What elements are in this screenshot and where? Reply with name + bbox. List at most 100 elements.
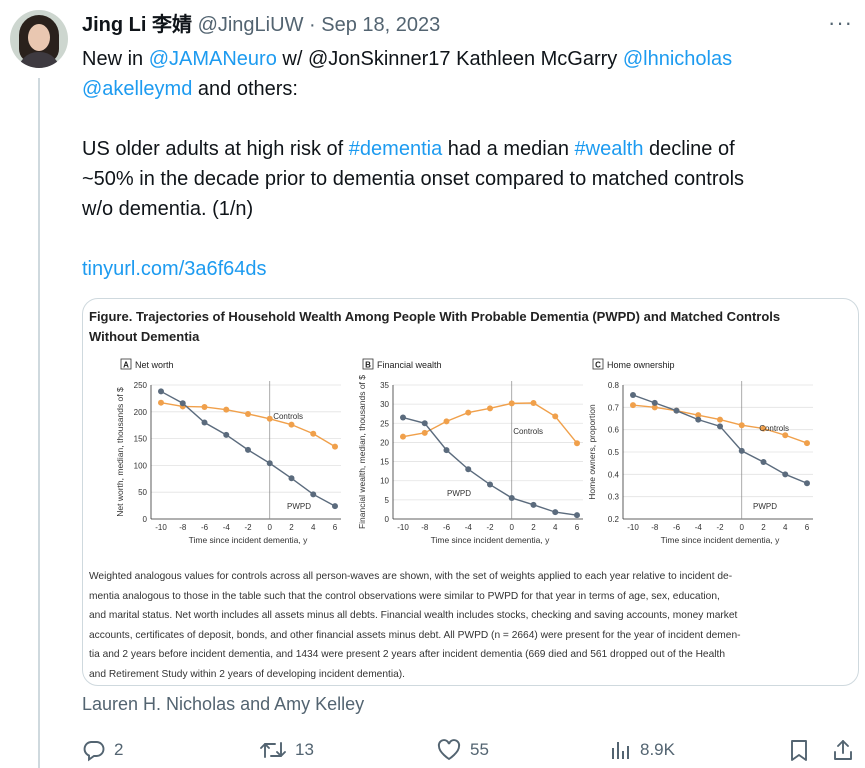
tweet-text: New in @JAMANeuro w/ @JonSkinner17 Kathl… [82, 44, 842, 284]
y-tick-label: 0.4 [608, 470, 620, 479]
data-point-pwpd [717, 423, 723, 430]
data-point-controls [421, 429, 428, 436]
data-point-controls [630, 402, 636, 409]
action-bar: 2 13 55 8.9K [82, 736, 862, 764]
x-tick-label: 0 [740, 523, 745, 532]
data-point-controls [332, 443, 338, 450]
views-button[interactable]: 8.9K [610, 736, 675, 764]
y-tick-label: 0.8 [608, 381, 620, 390]
text-segment: decline of [643, 138, 735, 160]
data-point-pwpd [651, 399, 658, 406]
panel-badge [120, 358, 132, 370]
caption-line: and marital status. Net worth includes a… [89, 610, 738, 622]
data-point-pwpd [288, 475, 295, 482]
data-point-pwpd [179, 400, 186, 407]
x-tick-label: -10 [627, 523, 639, 532]
x-tick-label: -2 [486, 523, 494, 532]
y-tick-label: 10 [380, 477, 389, 486]
figure-caption: Weighted analogous values for controls a… [89, 567, 855, 685]
mention-link[interactable]: @JAMANeuro [148, 48, 277, 70]
x-tick-label: -6 [443, 523, 451, 532]
hashtag-link[interactable]: #wealth [574, 138, 644, 160]
series-label: PWPD [753, 502, 777, 511]
data-point-pwpd [630, 392, 636, 399]
more-horizontal-icon[interactable]: ··· [828, 10, 853, 35]
caption-line: mentia analogous to those in the table s… [89, 590, 720, 602]
x-tick-label: 2 [289, 523, 294, 532]
y-tick-label: 0.5 [608, 448, 620, 457]
data-point-controls [651, 404, 658, 411]
views-count: 8.9K [640, 740, 675, 759]
y-tick-label: 150 [134, 435, 148, 444]
media-card[interactable]: Figure. Trajectories of Household Wealth… [82, 298, 859, 686]
data-point-controls [245, 410, 251, 417]
data-point-controls [201, 403, 208, 410]
url-link[interactable]: tinyurl.com/3a6f64ds [82, 258, 267, 280]
panel-badge [362, 358, 374, 370]
x-tick-label: -4 [695, 523, 703, 532]
data-point-pwpd [201, 419, 208, 426]
data-point-controls [695, 412, 702, 419]
reply-button[interactable]: 2 [82, 736, 123, 764]
figure-title-line: Figure. Trajectories of Household Wealth… [89, 309, 781, 324]
data-point-pwpd [158, 388, 164, 395]
avatar[interactable] [10, 10, 68, 68]
x-tick-label: 2 [761, 523, 766, 532]
x-tick-label: 6 [805, 523, 810, 532]
data-point-pwpd [695, 416, 702, 423]
mention-link[interactable]: @akelleymd [82, 78, 193, 100]
data-point-pwpd [574, 512, 580, 519]
bookmark-button[interactable] [788, 736, 818, 764]
x-tick-label: 2 [531, 523, 536, 532]
series-label: Controls [759, 424, 789, 433]
data-point-pwpd [332, 503, 338, 510]
tweet-header: Jing Li 李婧 @JingLiUW · Sep 18, 2023 [82, 12, 440, 38]
data-point-controls [223, 406, 230, 413]
x-tick-label: -2 [244, 523, 252, 532]
data-point-controls [400, 433, 406, 440]
retweet-icon [260, 742, 286, 758]
data-point-pwpd [508, 494, 515, 501]
data-point-pwpd [400, 414, 406, 421]
data-point-controls [266, 415, 273, 422]
data-point-pwpd [673, 407, 680, 414]
heart-icon [437, 739, 461, 761]
retweet-button[interactable]: 13 [259, 736, 314, 764]
y-tick-label: 35 [380, 381, 389, 390]
views-bar-chart-icon [612, 742, 629, 759]
x-axis-label: Time since incident dementia, y [661, 535, 780, 545]
author-name[interactable]: Jing Li 李婧 [82, 14, 192, 36]
caption-line: Weighted analogous values for controls a… [89, 571, 733, 582]
tweet-date[interactable]: Sep 18, 2023 [321, 14, 441, 36]
data-point-controls [760, 425, 767, 432]
x-tick-label: -2 [716, 523, 724, 532]
mention-link[interactable]: @lhnicholas [622, 48, 733, 70]
data-point-controls [443, 418, 450, 425]
data-point-pwpd [310, 491, 317, 498]
x-tick-label: 4 [553, 523, 558, 532]
y-tick-label: 0 [385, 515, 390, 524]
x-tick-label: 0 [268, 523, 273, 532]
y-tick-label: 0.6 [608, 426, 620, 435]
like-button[interactable]: 55 [436, 736, 489, 764]
x-tick-label: 4 [783, 523, 788, 532]
x-tick-label: -4 [465, 523, 473, 532]
y-axis-label: Home owners, proportion [587, 404, 597, 500]
share-button[interactable] [832, 736, 862, 764]
data-point-pwpd [552, 509, 559, 516]
data-point-pwpd [738, 447, 745, 454]
panel-title: Net worth [135, 360, 174, 370]
x-tick-label: 0 [510, 523, 515, 532]
data-point-pwpd [804, 480, 810, 487]
data-point-pwpd [421, 420, 428, 427]
series-label: PWPD [287, 502, 311, 511]
x-axis-label: Time since incident dementia, y [189, 535, 308, 545]
y-tick-label: 0 [143, 515, 148, 524]
x-tick-label: -10 [397, 523, 409, 532]
data-point-controls [574, 440, 580, 447]
author-handle[interactable]: @JingLiUW [197, 14, 304, 36]
y-axis-label: Net worth, median, thousands of $ [115, 387, 125, 517]
y-tick-label: 15 [380, 458, 389, 467]
hashtag-link[interactable]: #dementia [348, 138, 443, 160]
data-point-controls [782, 432, 789, 439]
